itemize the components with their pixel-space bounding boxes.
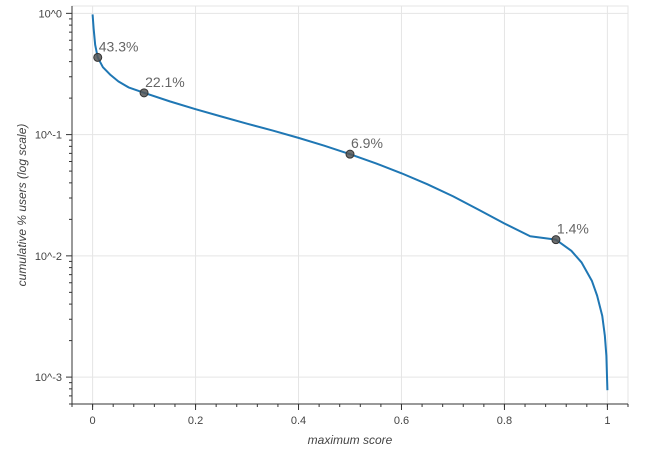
y-axis-title: cumulative % users (log scale) <box>15 124 29 287</box>
axes: 0 0.2 0.4 0.6 0.8 1 10^0 10^-1 10^-2 10^-3 <box>35 6 629 427</box>
data-point-label: 1.4% <box>557 221 589 237</box>
y-tick-label: 10^-1 <box>35 130 62 142</box>
x-tick-label: 0.6 <box>394 415 409 427</box>
data-point-label: 43.3% <box>99 38 139 54</box>
y-tick-label: 10^0 <box>38 8 62 20</box>
x-tick-label: 0.2 <box>188 415 203 427</box>
data-point-marker <box>345 149 355 159</box>
plot-frame <box>71 5 629 405</box>
x-tick-label: 0.4 <box>291 415 306 427</box>
x-tick-label: 0.8 <box>497 415 512 427</box>
data-point-marker <box>551 235 561 245</box>
x-tick-label: 0 <box>90 415 96 427</box>
data-point-marker <box>139 88 149 98</box>
x-tick-label: 1 <box>604 415 610 427</box>
y-tick-label: 10^-3 <box>35 372 62 384</box>
data-point-label: 22.1% <box>145 74 185 90</box>
data-point-marker <box>93 52 103 62</box>
grid <box>72 6 628 404</box>
data-point-label: 6.9% <box>351 135 383 151</box>
x-axis-title: maximum score <box>308 433 393 447</box>
y-tick-label: 10^-2 <box>35 251 62 263</box>
marker-layer: 43.3% 22.1% 6.9% 1.4% <box>93 38 589 245</box>
